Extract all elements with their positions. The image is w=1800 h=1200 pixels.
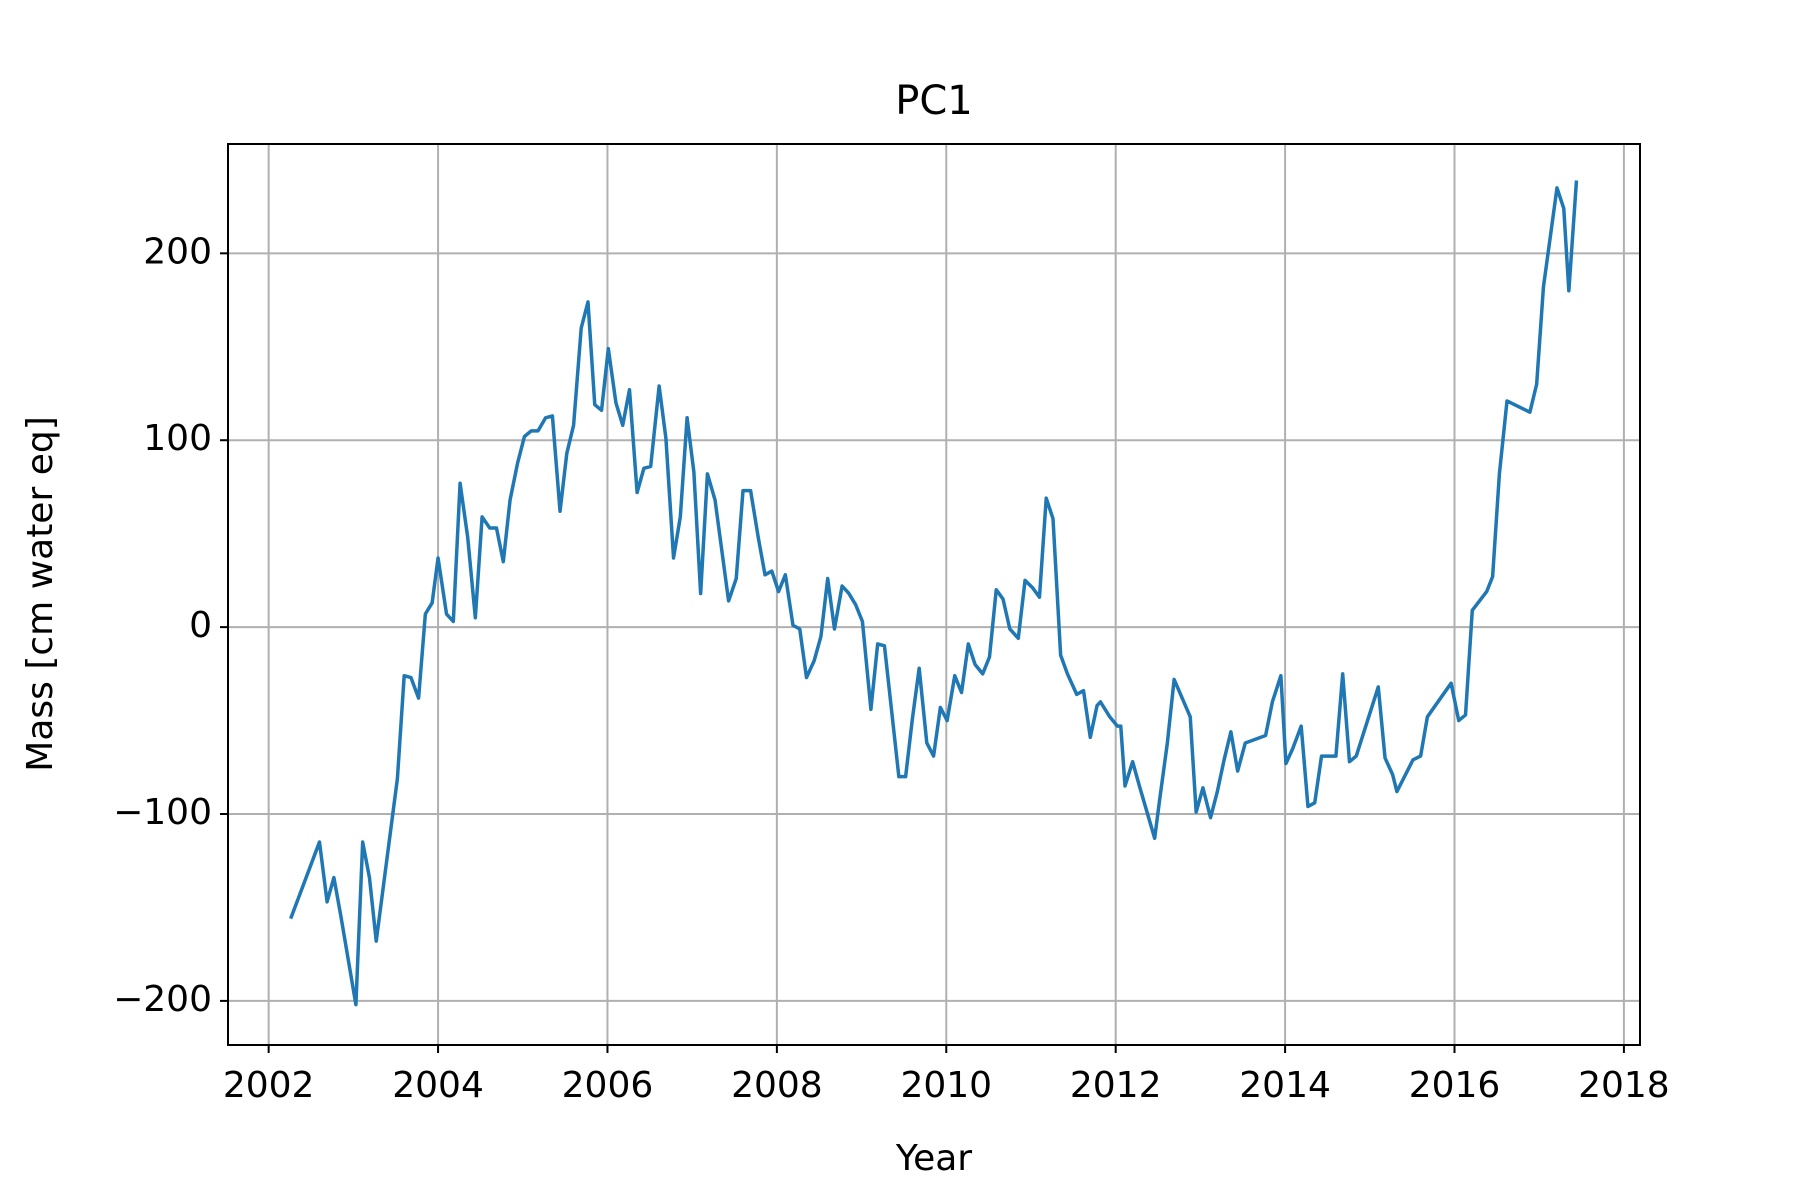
x-tick-label: 2006 <box>562 1065 654 1106</box>
y-axis-label: Mass [cm water eq] <box>20 416 61 771</box>
x-tick-label: 2010 <box>900 1065 992 1106</box>
plot-frame <box>227 143 1641 1046</box>
x-tick-label: 2016 <box>1409 1065 1501 1106</box>
y-tick-label: 200 <box>143 231 212 272</box>
x-tick-label: 2004 <box>392 1065 484 1106</box>
x-axis-label: Year <box>895 1138 972 1179</box>
y-tick-label: 0 <box>189 605 212 646</box>
y-tick-label: −200 <box>113 979 212 1020</box>
x-tick-label: 2002 <box>223 1065 315 1106</box>
x-tick-label: 2008 <box>731 1065 823 1106</box>
y-tick-label: 100 <box>143 418 212 459</box>
chart-title: PC1 <box>895 78 973 124</box>
x-tick-label: 2018 <box>1578 1065 1670 1106</box>
y-tick-label: −100 <box>113 792 212 833</box>
x-tick-label: 2014 <box>1239 1065 1331 1106</box>
x-tick-label: 2012 <box>1070 1065 1162 1106</box>
data-line <box>289 180 1579 1007</box>
